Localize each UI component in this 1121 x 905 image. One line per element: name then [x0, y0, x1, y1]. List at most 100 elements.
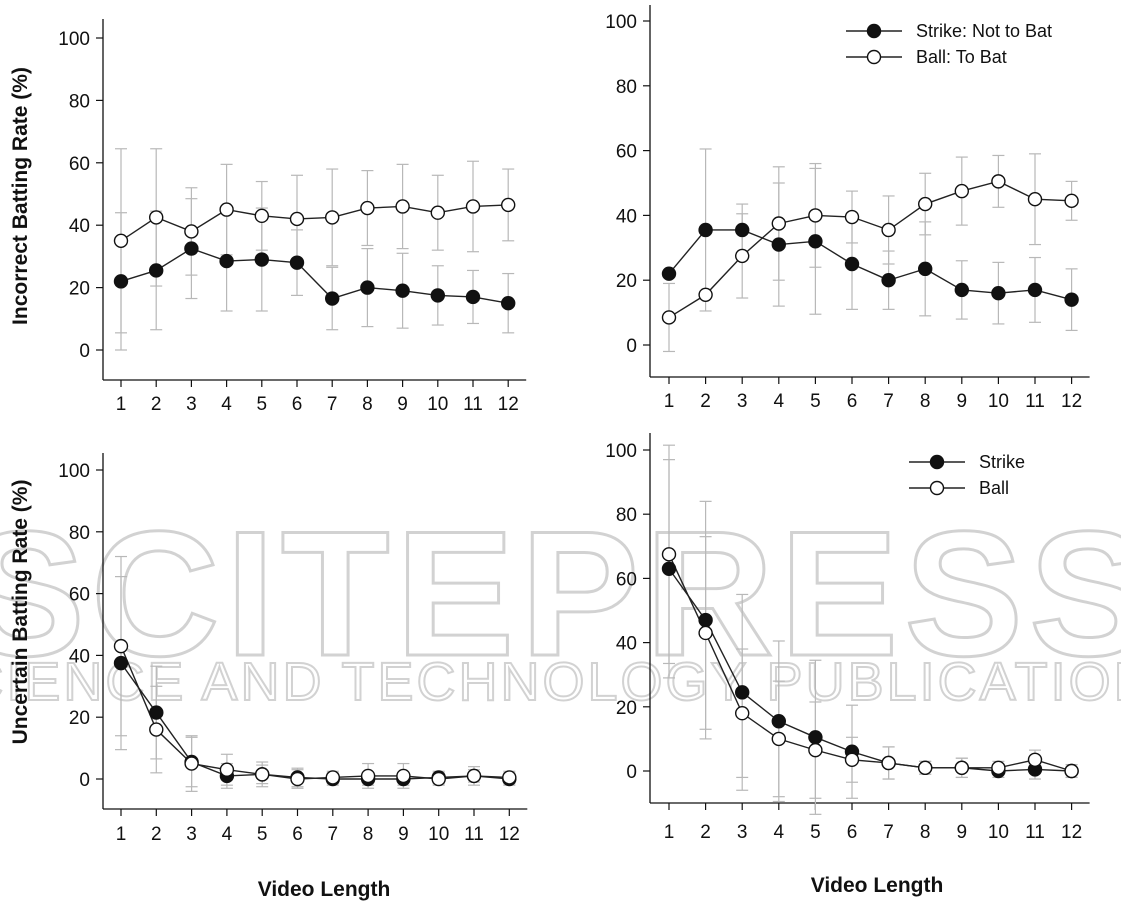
x-tick-label: 10: [428, 824, 449, 845]
x-tick-label: 2: [151, 394, 162, 415]
data-point-ball: [1027, 752, 1043, 767]
series-line-strike: [120, 247, 509, 304]
data-point-strike: [113, 655, 129, 671]
data-point-strike: [501, 296, 516, 311]
y-tick-label: 60: [69, 585, 90, 606]
y-tick-label: 20: [616, 271, 637, 292]
data-point-strike: [360, 280, 375, 295]
y-tick-label: 100: [605, 441, 637, 462]
data-point-ball: [881, 222, 896, 238]
watermark-main: SCITEPRESS: [0, 494, 1121, 693]
data-point-ball: [808, 208, 823, 223]
data-point-strike: [1027, 282, 1043, 298]
data-point-strike: [184, 241, 199, 256]
data-point-strike: [808, 730, 823, 745]
data-point-ball: [219, 762, 235, 777]
x-tick-label: 4: [221, 394, 232, 415]
y-tick-label: 0: [626, 762, 637, 783]
data-point-strike: [113, 274, 129, 289]
data-point-strike: [219, 253, 234, 269]
x-tick-label: 5: [257, 394, 268, 415]
data-point-ball: [954, 760, 969, 775]
data-point-ball: [954, 183, 969, 199]
data-point-ball: [466, 768, 482, 784]
y-tick-label: 20: [69, 708, 90, 729]
data-point-ball: [735, 248, 750, 264]
x-tick-label: 5: [810, 391, 821, 412]
x-tick-label: 9: [957, 391, 968, 412]
y-tick-label: 40: [616, 634, 637, 655]
x-tick-label: 12: [1061, 822, 1082, 843]
data-point-ball: [254, 208, 269, 224]
data-point-strike: [430, 288, 445, 303]
y-tick-label: 60: [69, 154, 90, 175]
data-point-strike: [698, 612, 713, 628]
series-line-ball: [120, 204, 509, 242]
x-tick-label: 7: [883, 391, 894, 412]
x-tick-label: 3: [737, 822, 748, 843]
y-tick-label: 40: [69, 216, 90, 237]
data-point-strike: [289, 255, 305, 270]
data-point-ball: [1027, 191, 1043, 207]
data-point-strike: [808, 234, 823, 249]
data-point-ball: [289, 211, 305, 227]
data-point-ball: [991, 760, 1006, 775]
x-tick-label: 12: [499, 824, 520, 845]
y-tick-label: 40: [616, 206, 637, 227]
data-point-ball: [771, 731, 786, 747]
x-tick-label: 3: [737, 391, 748, 412]
data-point-ball: [113, 638, 129, 654]
x-tick-label: 4: [774, 391, 785, 412]
x-tick-label: 9: [397, 394, 408, 415]
x-axis-title-right: Video Length: [811, 874, 944, 897]
data-point-ball: [325, 210, 340, 225]
data-point-ball: [219, 202, 234, 217]
data-point-strike: [661, 561, 677, 576]
data-point-strike: [395, 283, 410, 298]
data-point-ball: [360, 200, 375, 216]
data-point-strike: [991, 285, 1006, 301]
x-tick-label: 10: [988, 822, 1009, 843]
y-tick-label: 60: [616, 569, 637, 590]
x-tick-label: 1: [116, 824, 127, 845]
data-point-ball: [290, 771, 305, 787]
data-point-strike: [918, 261, 933, 277]
x-tick-label: 7: [327, 394, 338, 415]
data-point-ball: [501, 197, 516, 213]
x-tick-label: 2: [151, 824, 162, 845]
data-point-ball: [844, 752, 860, 767]
x-tick-label: 6: [847, 822, 858, 843]
data-point-strike: [254, 252, 269, 267]
data-point-ball: [184, 224, 199, 239]
y-tick-label: 0: [626, 336, 637, 357]
data-point-ball: [661, 310, 677, 325]
data-point-ball: [148, 210, 164, 225]
data-point-ball: [881, 755, 896, 771]
legend-label: Strike: Not to Bat: [916, 21, 1052, 41]
data-point-strike: [325, 291, 340, 306]
y-tick-label: 0: [79, 341, 90, 362]
y-tick-label: 0: [79, 770, 90, 791]
data-point-ball: [255, 767, 270, 782]
data-point-strike: [148, 263, 164, 278]
x-tick-label: 6: [292, 394, 303, 415]
data-point-ball: [808, 742, 823, 758]
x-tick-label: 5: [257, 824, 268, 845]
x-tick-label: 6: [847, 391, 858, 412]
y-tick-label: 20: [69, 279, 90, 300]
y-tick-label: 100: [58, 461, 90, 482]
data-point-ball: [991, 174, 1006, 189]
x-axis-title-left: Video Length: [258, 878, 391, 901]
legend-marker: [866, 49, 882, 65]
x-tick-label: 11: [1025, 822, 1045, 843]
y-axis-title-top: Incorrect Batting Rate (%): [9, 67, 32, 325]
x-tick-label: 4: [774, 822, 785, 843]
x-tick-label: 3: [186, 824, 197, 845]
data-point-strike: [465, 289, 481, 305]
legend-label: Strike: [979, 452, 1025, 472]
x-tick-label: 11: [1025, 391, 1045, 412]
